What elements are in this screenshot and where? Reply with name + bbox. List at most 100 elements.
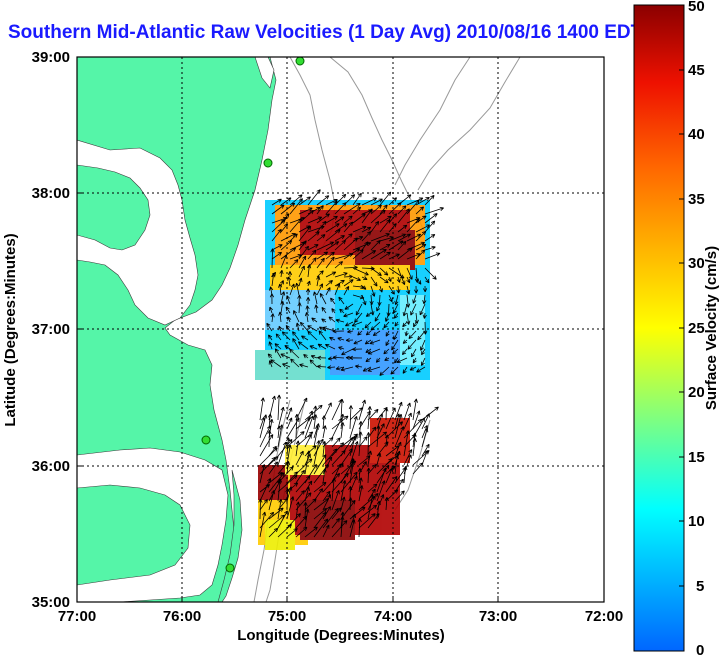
- current-vector-arrow: [403, 449, 413, 466]
- current-vector-arrow: [316, 251, 329, 260]
- current-vector-arrow: [313, 481, 327, 493]
- lat-tick-label: 38:00: [32, 185, 70, 202]
- current-vector-arrow: [393, 312, 399, 319]
- current-vector-arrow: [384, 434, 389, 448]
- current-vector-arrow: [280, 213, 290, 224]
- current-vector-arrow: [259, 397, 265, 421]
- current-vector-arrow: [268, 490, 276, 511]
- current-vector-arrow: [345, 321, 354, 327]
- current-vector-arrow: [361, 294, 367, 306]
- current-vector-arrow: [385, 421, 403, 439]
- current-vector-arrow: [355, 364, 363, 369]
- current-vector-arrow: [419, 303, 426, 316]
- current-vector-arrow: [325, 256, 335, 269]
- current-vector-arrow: [287, 316, 292, 323]
- current-vector-arrow: [365, 330, 372, 336]
- current-vector-arrow: [366, 432, 371, 457]
- current-vector-arrow: [358, 436, 368, 448]
- current-vector-arrow: [394, 441, 402, 457]
- current-vector-arrow: [383, 348, 390, 355]
- current-vector-arrow: [394, 401, 403, 421]
- current-vector-arrow: [307, 325, 318, 332]
- current-vector-arrow: [415, 224, 431, 233]
- current-vector-arrow: [325, 287, 331, 296]
- current-vector-arrow: [304, 486, 310, 502]
- current-vector-arrow: [334, 235, 345, 242]
- current-vector-arrow: [286, 431, 305, 448]
- current-vector-arrow: [352, 347, 363, 352]
- current-vector-arrow: [403, 430, 410, 457]
- current-vector-arrow: [316, 241, 335, 251]
- current-vector-arrow: [412, 438, 417, 457]
- current-vector-arrow: [397, 194, 412, 206]
- current-vector-arrow: [298, 225, 312, 242]
- lon-tick-label: 75:00: [268, 608, 306, 625]
- current-vector-arrow: [364, 321, 372, 329]
- current-vector-arrow: [349, 475, 358, 493]
- current-vector-arrow: [349, 436, 357, 457]
- current-vector-arrow: [321, 415, 326, 430]
- current-vector-arrow: [421, 450, 429, 466]
- current-vector-arrow: [295, 440, 300, 457]
- current-vector-arrow: [270, 313, 275, 323]
- current-vector-arrow: [269, 306, 273, 314]
- lon-tick-label: 77:00: [58, 608, 96, 625]
- current-vector-arrow: [307, 216, 323, 224]
- current-vector-arrow: [270, 248, 275, 269]
- current-vector-arrow: [321, 306, 327, 314]
- station-marker: [295, 57, 305, 66]
- current-vector-arrow: [361, 250, 377, 260]
- current-vector-arrow: [344, 303, 354, 310]
- current-vector-arrow: [424, 206, 444, 215]
- lat-tick-label: 39:00: [32, 49, 70, 66]
- current-vector-arrow: [358, 504, 378, 520]
- current-vector-arrow: [396, 285, 401, 294]
- current-vector-arrow: [376, 467, 387, 493]
- current-vector-arrow: [424, 252, 441, 260]
- current-vector-arrow: [313, 488, 324, 502]
- current-vector-arrow: [365, 312, 372, 317]
- current-vector-arrow: [313, 440, 321, 466]
- current-vector-arrow: [307, 264, 312, 278]
- current-vector-arrow: [332, 355, 345, 360]
- current-vector-arrow: [318, 330, 327, 341]
- current-vector-arrow: [406, 312, 411, 325]
- current-vector-arrow: [295, 469, 305, 484]
- current-vector-arrow: [352, 225, 367, 233]
- current-vector-arrow: [280, 291, 286, 305]
- colorbar-tick-label: 50: [688, 0, 705, 15]
- current-vector-arrow: [424, 276, 430, 284]
- current-vector-arrow: [325, 251, 335, 260]
- current-vector-arrow: [352, 192, 362, 206]
- current-vector-arrow: [376, 452, 382, 466]
- current-vector-arrow: [352, 236, 364, 242]
- current-vector-arrow: [370, 303, 375, 316]
- current-vector-arrow: [280, 301, 285, 314]
- current-vector-arrow: [415, 276, 422, 285]
- current-vector-arrow: [259, 511, 267, 538]
- current-vector-arrow: [394, 294, 399, 306]
- current-vector-arrow: [286, 417, 293, 430]
- current-vector-arrow: [413, 321, 417, 328]
- colorbar-tick-label: 25: [688, 320, 705, 337]
- current-vector-arrow: [421, 443, 430, 457]
- velocity-field-north: [255, 200, 430, 380]
- current-vector-arrow: [423, 321, 428, 335]
- current-vector-arrow: [316, 257, 325, 269]
- lat-tick-label: 36:00: [32, 458, 70, 475]
- current-vector-arrow: [349, 415, 358, 439]
- current-vector-arrow: [394, 426, 405, 448]
- current-vector-arrow: [424, 213, 438, 224]
- colorbar-tick-label: 30: [688, 255, 705, 272]
- current-vector-arrow: [278, 311, 283, 323]
- current-vector-arrow: [297, 294, 302, 305]
- current-vector-arrow: [352, 267, 369, 276]
- current-vector-arrow: [282, 363, 291, 368]
- current-vector-arrow: [287, 271, 293, 278]
- current-vector-arrow: [280, 197, 292, 206]
- current-vector-arrow: [304, 434, 312, 448]
- current-vector-arrow: [370, 220, 380, 233]
- current-vector-arrow: [259, 434, 274, 457]
- current-vector-arrow: [340, 499, 356, 520]
- current-vector-arrow: [340, 366, 354, 372]
